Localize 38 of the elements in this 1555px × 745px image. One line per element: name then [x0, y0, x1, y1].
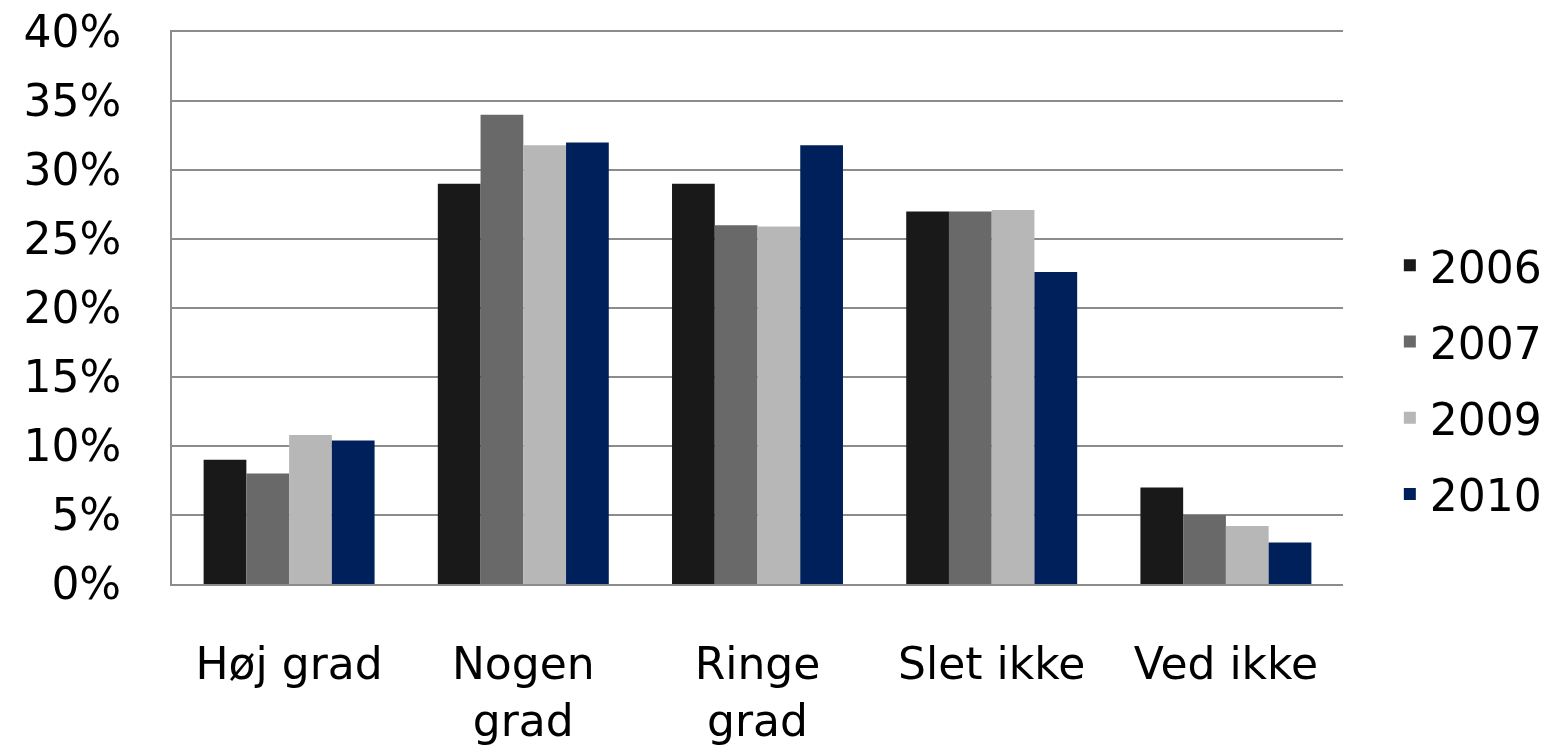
bar — [672, 183, 715, 584]
bar — [1183, 515, 1226, 584]
bar — [289, 434, 332, 584]
x-tick-label: Nogen grad — [451, 637, 595, 745]
bar — [948, 211, 992, 584]
y-tick-label: 5% — [51, 489, 122, 541]
bar — [523, 145, 567, 584]
bar — [203, 459, 247, 584]
bar — [991, 210, 1035, 584]
bar — [1225, 526, 1269, 584]
bar — [1034, 272, 1078, 584]
x-tick-label: Ved ikke — [1133, 637, 1319, 689]
y-tick-label: 10% — [23, 420, 122, 472]
y-tick-label: 25% — [23, 213, 122, 265]
bar — [714, 225, 758, 584]
bar — [757, 226, 801, 584]
y-tick-label: 30% — [23, 144, 122, 196]
y-tick-label: 35% — [23, 75, 122, 127]
bar — [437, 183, 481, 584]
x-tick-label: Høj grad — [195, 637, 383, 689]
legend-label: 2007 — [1429, 317, 1542, 369]
y-tick-label: 0% — [51, 558, 122, 610]
y-tick-label: 15% — [23, 351, 122, 403]
bar — [331, 440, 375, 584]
bar — [800, 145, 843, 584]
legend-label: 2010 — [1429, 470, 1542, 522]
x-tick-label: Ringe grad — [694, 637, 821, 745]
y-tick-label: 20% — [23, 282, 122, 334]
x-tick-label: Slet ikke — [898, 637, 1086, 689]
legend-label: 2009 — [1429, 393, 1542, 445]
y-tick-label: 40% — [23, 6, 122, 58]
bar — [246, 473, 290, 584]
bar — [566, 142, 609, 584]
bar — [1268, 542, 1312, 584]
bar — [480, 114, 524, 584]
bar — [1140, 487, 1184, 584]
legend-label: 2006 — [1429, 241, 1542, 293]
bar — [906, 211, 949, 584]
